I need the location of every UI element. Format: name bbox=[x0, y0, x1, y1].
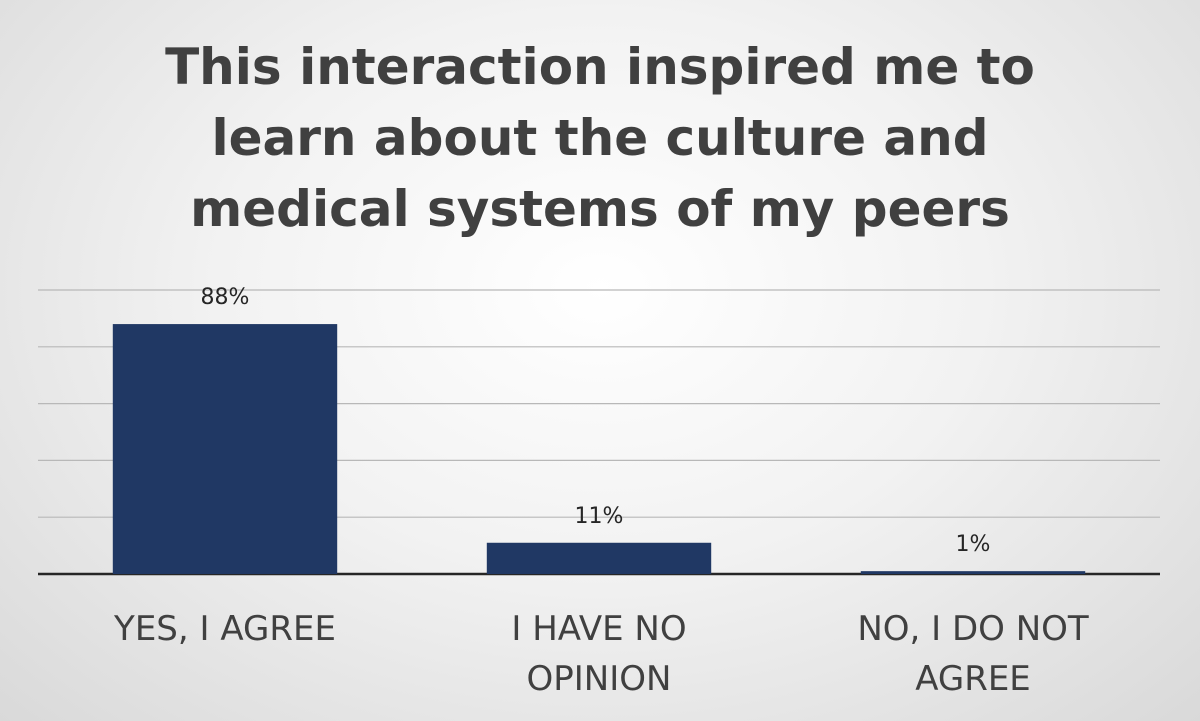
data-label: 11% bbox=[575, 504, 624, 529]
bar bbox=[486, 542, 712, 574]
chart-title: This interaction inspired me to learn ab… bbox=[165, 38, 1035, 238]
x-tick-label: I HAVE NO OPINION bbox=[511, 609, 687, 699]
bar bbox=[112, 324, 338, 574]
x-tick-label: YES, I AGREE bbox=[114, 609, 336, 649]
data-label: 88% bbox=[201, 285, 250, 310]
x-tick-label: NO, I DO NOT AGREE bbox=[857, 609, 1089, 699]
data-label: 1% bbox=[956, 532, 991, 557]
bar bbox=[860, 571, 1086, 574]
